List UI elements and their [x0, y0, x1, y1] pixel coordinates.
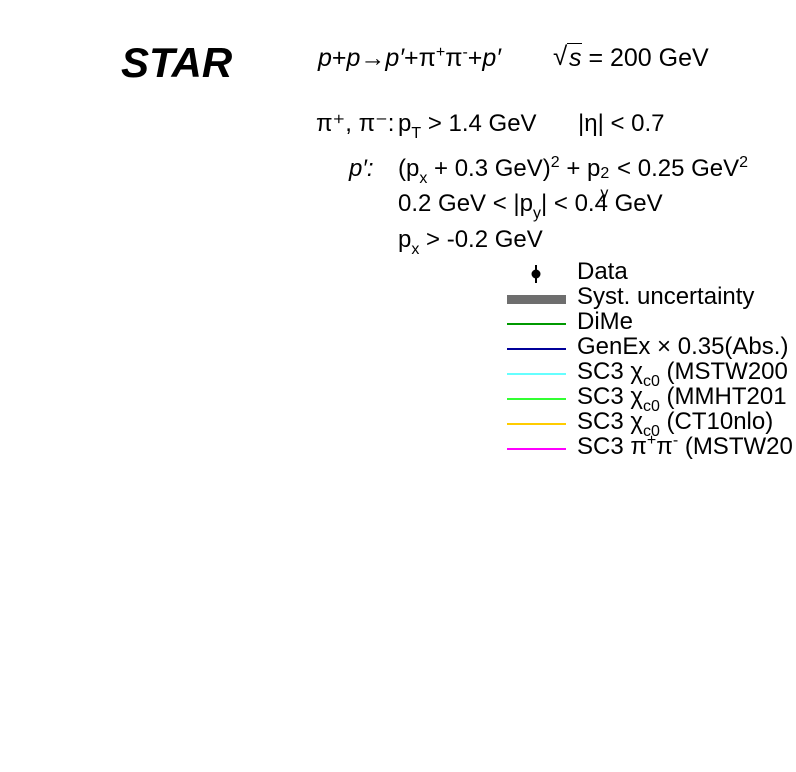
legend-label-dime: DiMe [577, 308, 634, 335]
legend-sc3-ct10-line [507, 423, 566, 425]
legend-label-sc3-ct10: SC3 χc0 (CT10nlo) [577, 408, 774, 440]
proton-cut-line2: 0.2 GeV < |py| < 0.4 GeV [398, 190, 663, 222]
proton-cut-label: p′: [349, 155, 374, 182]
legend-sc3-mstw-line [507, 373, 566, 375]
legend-label-genex: GenEx × 0.35(Abs.) [577, 333, 789, 360]
eta-cut: |η| < 0.7 [578, 110, 665, 137]
legend-sc3-mmht-line [507, 398, 566, 400]
legend-label-data: Data [577, 258, 628, 285]
legend-genex-line [507, 348, 566, 350]
legend-label-sc3-pipi: SC3 π+π- (MSTW20 [577, 432, 793, 460]
legend-label-sc3-mmht: SC3 χc0 (MMHT201 [577, 383, 787, 415]
legend-data-marker [531, 265, 541, 283]
legend-syst-swatch [507, 295, 566, 304]
pion-cut-label: π⁺, π⁻: [316, 110, 395, 137]
legend-dime-line [507, 323, 566, 325]
experiment-label: STAR [121, 39, 233, 86]
pt-cut: pT > 1.4 GeV [398, 110, 537, 142]
legend-sc3-pipi-line [507, 448, 566, 450]
legend-label-sc3-mstw: SC3 χc0 (MSTW200 [577, 358, 788, 390]
process-label: p+p→p′+π+π-+p′ [318, 44, 501, 72]
energy-label: √ s = 200 GeV [553, 41, 709, 72]
proton-cut-line3: px > -0.2 GeV [398, 226, 543, 258]
legend-label-syst: Syst. uncertainty [577, 283, 755, 310]
